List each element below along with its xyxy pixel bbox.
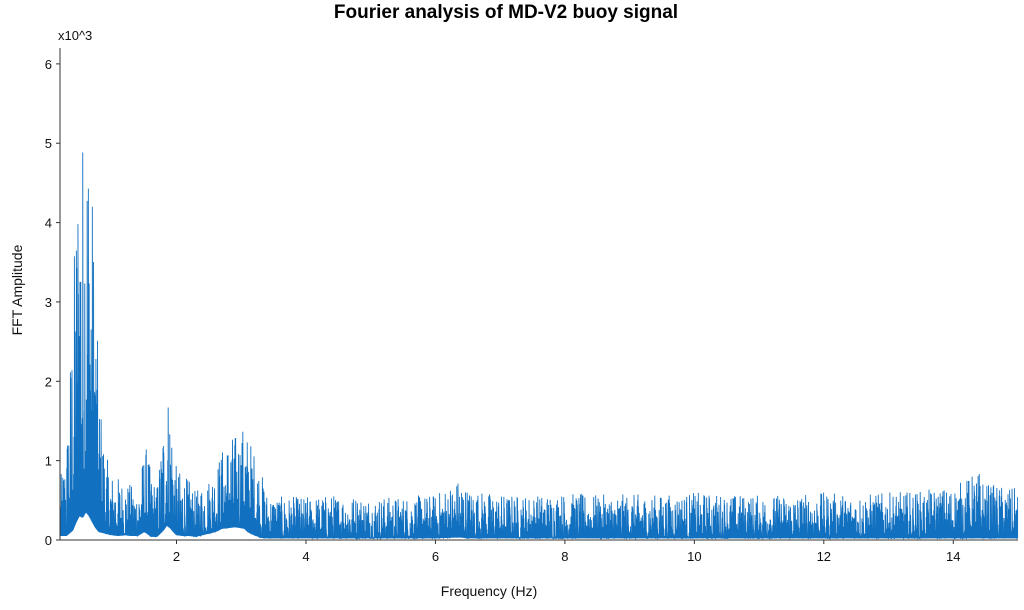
chart-title: Fourier analysis of MD-V2 buoy signal <box>334 2 678 23</box>
x-ticks: 2 4 6 8 10 12 14 <box>173 540 961 564</box>
y-axis-label: FFT Amplitude <box>9 244 25 335</box>
y-tick-label: 2 <box>45 374 52 389</box>
y-ticks: 0 1 2 3 4 5 6 <box>45 57 60 548</box>
y-tick-label: 0 <box>45 533 52 548</box>
y-tick-label: 3 <box>45 295 52 310</box>
x-axis-label: Frequency (Hz) <box>441 583 537 599</box>
x-tick-label: 4 <box>302 549 309 564</box>
y-tick-label: 4 <box>45 216 52 231</box>
x-tick-label: 14 <box>946 549 960 564</box>
y-tick-label: 6 <box>45 57 52 72</box>
y-tick-label: 5 <box>45 136 52 151</box>
x-tick-label: 8 <box>561 549 568 564</box>
plot-area <box>59 152 1019 541</box>
x-tick-label: 10 <box>687 549 701 564</box>
y-multiplier-label: x10^3 <box>58 28 92 43</box>
fft-signal-series <box>59 152 1019 541</box>
y-tick-label: 1 <box>45 454 52 469</box>
axes <box>59 48 1018 541</box>
x-tick-label: 2 <box>173 549 180 564</box>
x-tick-label: 6 <box>432 549 439 564</box>
x-tick-label: 12 <box>817 549 831 564</box>
